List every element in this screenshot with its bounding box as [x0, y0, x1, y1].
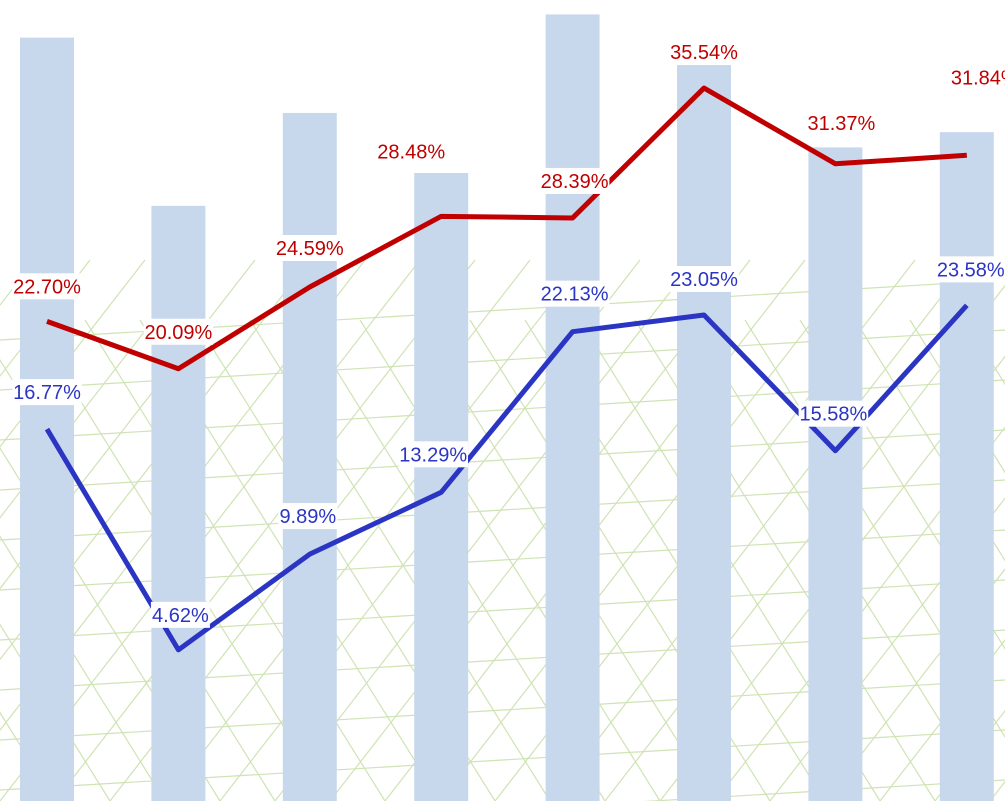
data-label-background [669, 265, 739, 292]
mesh-line [84, 319, 386, 801]
data-label-background [12, 379, 82, 406]
data-label: 35.54% [670, 42, 738, 64]
bar [808, 147, 863, 801]
bar [282, 112, 337, 801]
mesh-line [824, 568, 1005, 801]
data-label-background [275, 234, 345, 261]
data-label: 28.39% [541, 171, 609, 193]
mesh-line [854, 319, 1005, 562]
data-label: 13.29% [399, 444, 467, 466]
data-label: 28.48% [377, 141, 445, 163]
bar [414, 173, 469, 801]
mesh-line [0, 535, 166, 801]
mesh-line [0, 259, 311, 661]
data-label-background [669, 39, 739, 66]
data-label: 24.59% [276, 238, 344, 260]
mesh-line [0, 259, 146, 448]
data-label-background [143, 318, 214, 345]
data-label-background [798, 400, 869, 427]
data-label: 23.05% [670, 269, 738, 291]
data-label: 16.77% [13, 382, 81, 404]
data-label: 15.58% [799, 404, 867, 426]
bar [939, 132, 994, 801]
data-label: 4.62% [152, 605, 209, 627]
data-label: 31.84% [951, 67, 1005, 89]
data-label: 22.13% [541, 284, 609, 306]
mesh-line [164, 259, 586, 801]
data-label-background [936, 256, 1005, 283]
data-label-background [539, 280, 610, 307]
mesh-line [359, 319, 661, 801]
bar [677, 44, 731, 801]
mesh-line [744, 319, 1005, 739]
data-label-background [150, 601, 210, 628]
mesh-line [54, 259, 476, 801]
data-label: 20.09% [144, 322, 212, 344]
line-series [44, 85, 969, 653]
data-label-background [376, 138, 446, 165]
series-line [44, 303, 969, 653]
data-label: 22.70% [13, 276, 81, 298]
bar [545, 14, 600, 801]
series-line [46, 85, 967, 372]
bar [151, 205, 206, 801]
mesh-line [274, 259, 696, 801]
bar [20, 37, 74, 801]
data-label-background [12, 273, 82, 300]
data-label-background [278, 503, 338, 530]
data-label-background [398, 441, 468, 468]
mesh-line [714, 426, 1005, 801]
data-label: 31.37% [807, 113, 875, 135]
bar-series [20, 14, 994, 801]
mesh-line [549, 259, 971, 801]
data-labels: 22.70% 20.09% 24.59% 28.48% 28.39% 35.54% 31.3… [12, 39, 1005, 628]
data-label-background [539, 167, 610, 194]
mesh-line [0, 711, 56, 801]
data-label: 23.58% [937, 259, 1005, 281]
data-label-background [806, 109, 877, 136]
data-label: 9.89% [279, 506, 336, 528]
mesh-line [439, 259, 861, 801]
data-label-background [950, 64, 1005, 91]
